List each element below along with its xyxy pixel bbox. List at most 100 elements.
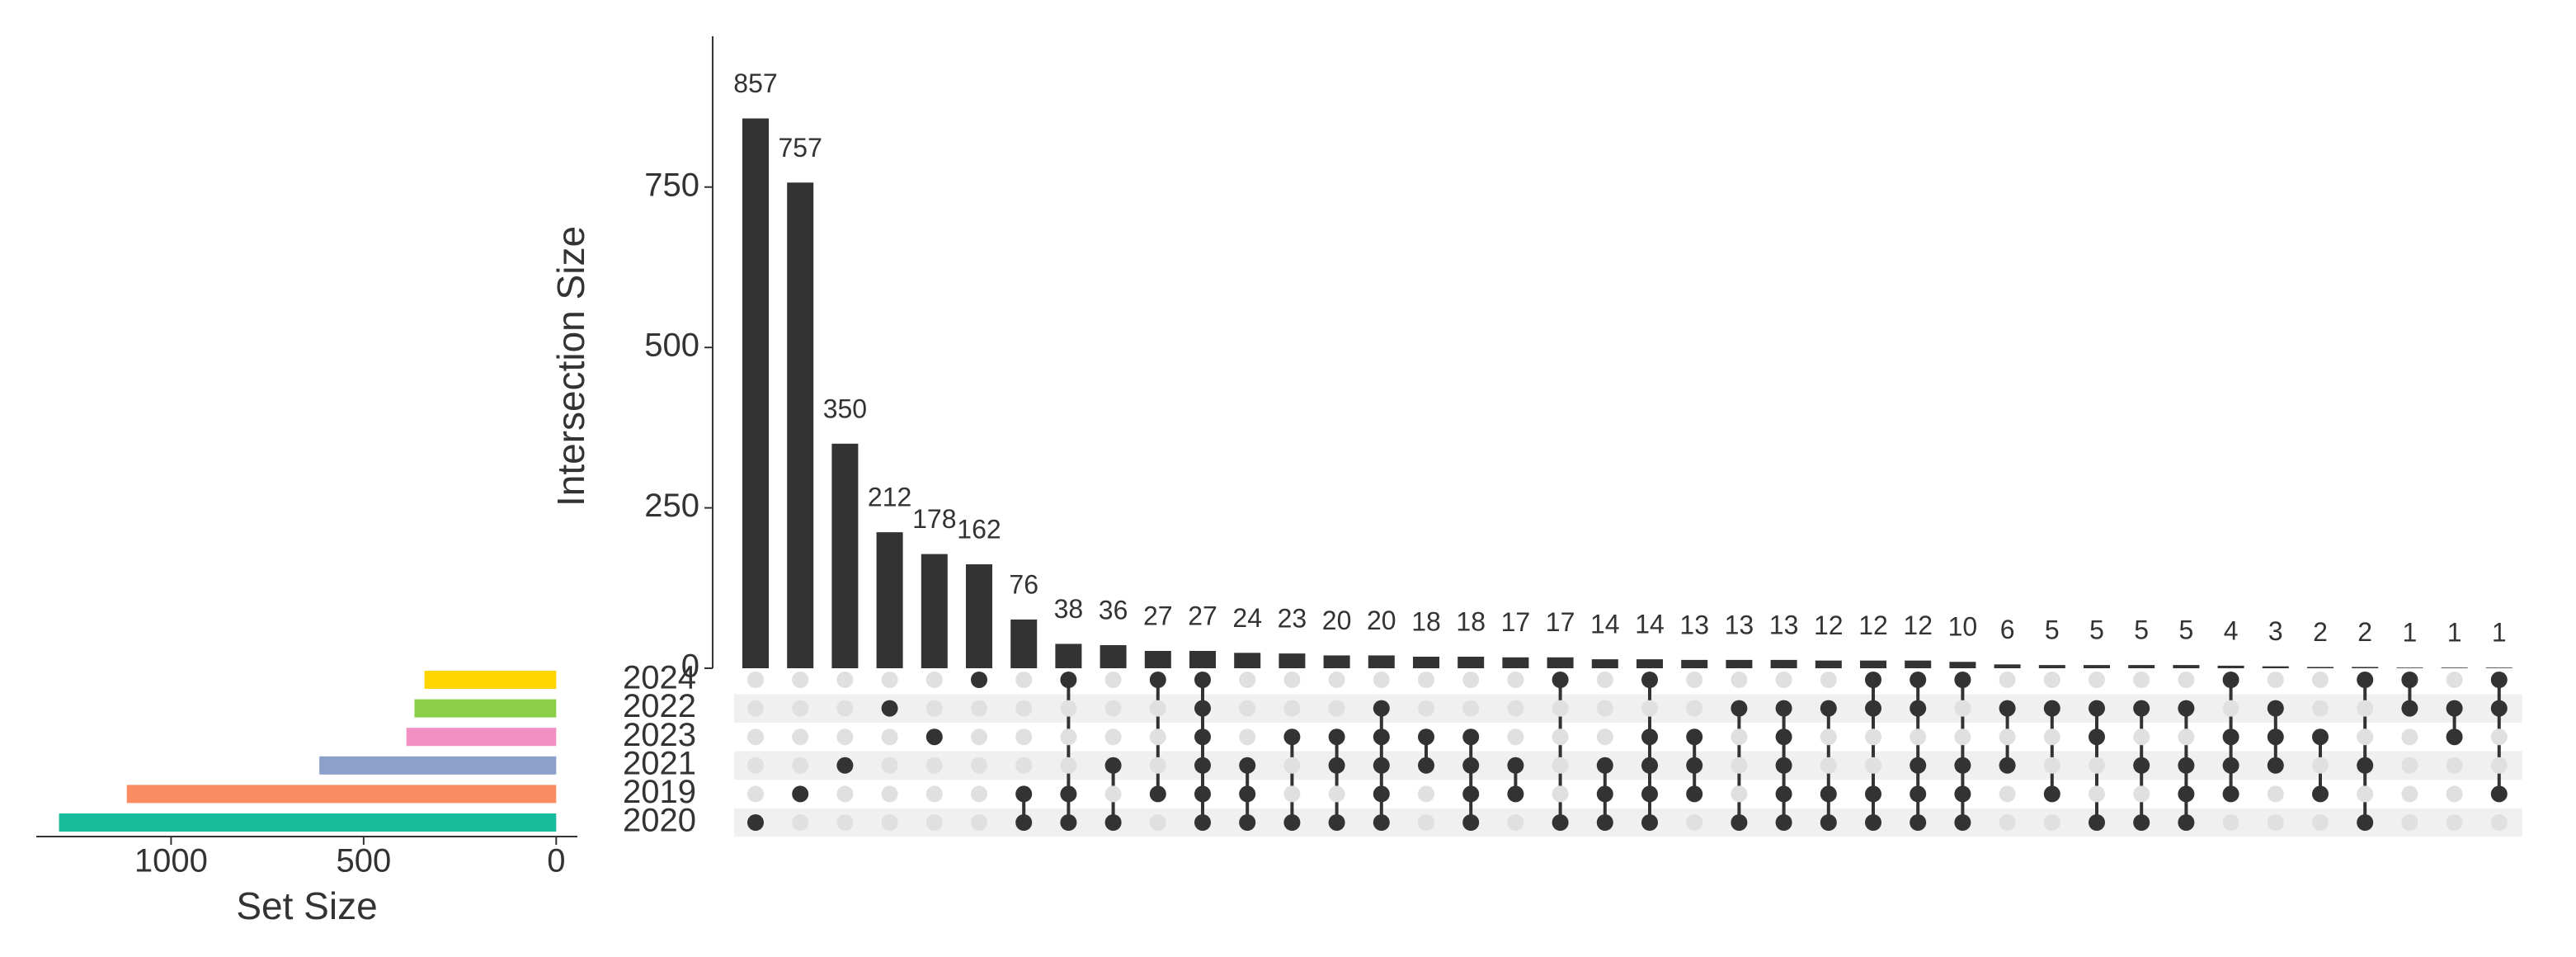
matrix-dot bbox=[1194, 700, 1211, 717]
matrix-dot bbox=[1686, 700, 1703, 717]
matrix-dot bbox=[1552, 757, 1569, 774]
matrix-dot bbox=[1239, 672, 1256, 688]
matrix-dot bbox=[1865, 785, 1881, 803]
matrix-dot bbox=[1820, 757, 1837, 774]
matrix-dot bbox=[2222, 785, 2239, 803]
bar-value-label: 13 bbox=[1679, 610, 1709, 639]
matrix-dot bbox=[881, 728, 898, 746]
y-tick-label: 750 bbox=[644, 167, 699, 203]
matrix-dot bbox=[2222, 814, 2239, 831]
matrix-dot bbox=[1283, 728, 1301, 746]
matrix-dot bbox=[1060, 785, 1077, 803]
matrix-dot bbox=[1104, 814, 1122, 831]
bar-value-label: 5 bbox=[2134, 615, 2149, 645]
matrix-dot bbox=[1060, 814, 1077, 831]
matrix-dot bbox=[792, 672, 809, 688]
y-tick-label: 0 bbox=[681, 648, 699, 685]
matrix-dot bbox=[1820, 700, 1837, 717]
matrix-dot bbox=[1999, 728, 2016, 746]
matrix-dot bbox=[1328, 728, 1345, 746]
matrix-dot bbox=[1910, 814, 1927, 831]
matrix-dot bbox=[747, 700, 764, 717]
intersection-bar bbox=[2173, 665, 2200, 668]
bar-value-label: 3 bbox=[2268, 616, 2283, 646]
matrix-dot bbox=[2267, 785, 2284, 803]
matrix-dot bbox=[1328, 814, 1345, 831]
matrix-dot bbox=[2043, 728, 2060, 746]
bar-value-label: 857 bbox=[733, 68, 777, 98]
matrix-dot bbox=[2357, 672, 2374, 688]
bar-value-label: 76 bbox=[1009, 569, 1038, 599]
intersection-bar bbox=[1458, 657, 1485, 668]
matrix-dot bbox=[1104, 700, 1122, 717]
matrix-dot bbox=[2267, 814, 2284, 831]
matrix-dot bbox=[925, 672, 943, 688]
bar-value-label: 1 bbox=[2492, 618, 2507, 648]
matrix-dot bbox=[1194, 814, 1211, 831]
intersection-bar bbox=[2038, 665, 2065, 668]
matrix-dot bbox=[2043, 814, 2060, 831]
matrix-dot bbox=[1507, 785, 1524, 803]
matrix-dot bbox=[1462, 757, 1480, 774]
intersection-bar bbox=[1100, 645, 1127, 668]
matrix-dot bbox=[1462, 728, 1480, 746]
matrix-dot bbox=[1954, 814, 1971, 831]
matrix-dot bbox=[1596, 700, 1613, 717]
set-label: 2019 bbox=[623, 774, 696, 810]
bar-value-label: 38 bbox=[1054, 594, 1084, 624]
matrix-dot bbox=[1328, 757, 1345, 774]
matrix-dot bbox=[2043, 785, 2060, 803]
matrix-dot bbox=[1015, 728, 1033, 746]
bar-value-label: 1 bbox=[2447, 618, 2462, 648]
matrix-dot bbox=[1775, 814, 1792, 831]
matrix-dot bbox=[1418, 814, 1434, 831]
matrix-dot bbox=[1462, 672, 1480, 688]
matrix-dot bbox=[1910, 785, 1927, 803]
matrix-dot bbox=[1731, 700, 1748, 717]
set-size-bar bbox=[424, 671, 557, 689]
matrix-dot bbox=[2357, 757, 2374, 774]
matrix-dot bbox=[881, 700, 898, 717]
matrix-dot bbox=[747, 728, 764, 746]
matrix-dot bbox=[2312, 757, 2329, 774]
matrix-dot bbox=[971, 728, 987, 746]
matrix-dot bbox=[1373, 728, 1390, 746]
matrix-dot bbox=[1015, 814, 1033, 831]
intersection-bar bbox=[1815, 660, 1842, 668]
matrix-dot bbox=[1015, 757, 1033, 774]
intersection-bar bbox=[1636, 659, 1663, 668]
bar-value-label: 12 bbox=[1903, 610, 1933, 640]
matrix-dot bbox=[1418, 728, 1434, 746]
matrix-dot bbox=[1910, 728, 1927, 746]
matrix-dot bbox=[2267, 700, 2284, 717]
matrix-dot bbox=[1373, 814, 1390, 831]
matrix-dot bbox=[1641, 757, 1658, 774]
matrix-dot bbox=[1686, 672, 1703, 688]
bar-value-label: 36 bbox=[1099, 595, 1128, 625]
set-label: 2024 bbox=[623, 660, 696, 696]
matrix-dot bbox=[1060, 672, 1077, 688]
matrix-dot bbox=[971, 672, 987, 688]
intersection-bar bbox=[2307, 667, 2333, 668]
matrix-dot bbox=[1865, 757, 1881, 774]
intersection-bar bbox=[2485, 667, 2512, 668]
bar-value-label: 27 bbox=[1188, 601, 1217, 630]
matrix-dot bbox=[1418, 672, 1434, 688]
matrix-dot bbox=[1731, 757, 1748, 774]
matrix-dot bbox=[2490, 785, 2508, 803]
matrix-dot bbox=[2357, 728, 2374, 746]
matrix-dot bbox=[2133, 672, 2150, 688]
bar-value-label: 14 bbox=[1635, 610, 1665, 639]
matrix-dot bbox=[1775, 700, 1792, 717]
matrix-dot bbox=[971, 814, 987, 831]
x-tick-label: 0 bbox=[547, 843, 565, 879]
intersection-bar bbox=[1010, 619, 1038, 668]
matrix-dot bbox=[2446, 700, 2463, 717]
matrix-dot bbox=[2401, 700, 2418, 717]
intersection-bar bbox=[2352, 667, 2379, 668]
matrix-dot bbox=[2401, 728, 2418, 746]
intersection-bar bbox=[1502, 657, 1529, 668]
matrix-dot bbox=[1283, 814, 1301, 831]
matrix-dot bbox=[1596, 728, 1613, 746]
bar-value-label: 212 bbox=[868, 483, 911, 512]
